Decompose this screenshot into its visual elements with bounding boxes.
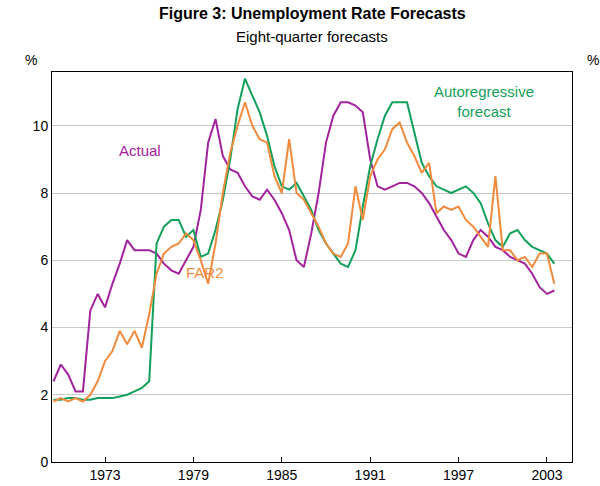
svg-text:1979: 1979 — [178, 467, 209, 483]
svg-text:4: 4 — [40, 319, 48, 335]
svg-text:8: 8 — [40, 185, 48, 201]
svg-text:1997: 1997 — [443, 467, 474, 483]
svg-text:FAR2: FAR2 — [186, 264, 224, 281]
svg-text:1991: 1991 — [355, 467, 386, 483]
svg-text:%: % — [587, 52, 599, 68]
svg-text:1985: 1985 — [266, 467, 297, 483]
svg-text:Eight-quarter forecasts: Eight-quarter forecasts — [236, 28, 388, 45]
svg-text:0: 0 — [40, 454, 48, 470]
svg-text:2003: 2003 — [531, 467, 562, 483]
svg-text:2: 2 — [40, 387, 48, 403]
svg-text:Actual: Actual — [119, 142, 161, 159]
svg-text:Figure 3: Unemployment Rate Fo: Figure 3: Unemployment Rate Forecasts — [159, 5, 466, 22]
svg-text:1973: 1973 — [89, 467, 120, 483]
svg-text:%: % — [25, 52, 37, 68]
svg-text:10: 10 — [33, 118, 49, 134]
svg-text:6: 6 — [40, 252, 48, 268]
svg-text:Autoregressiveforecast: Autoregressiveforecast — [434, 83, 534, 120]
